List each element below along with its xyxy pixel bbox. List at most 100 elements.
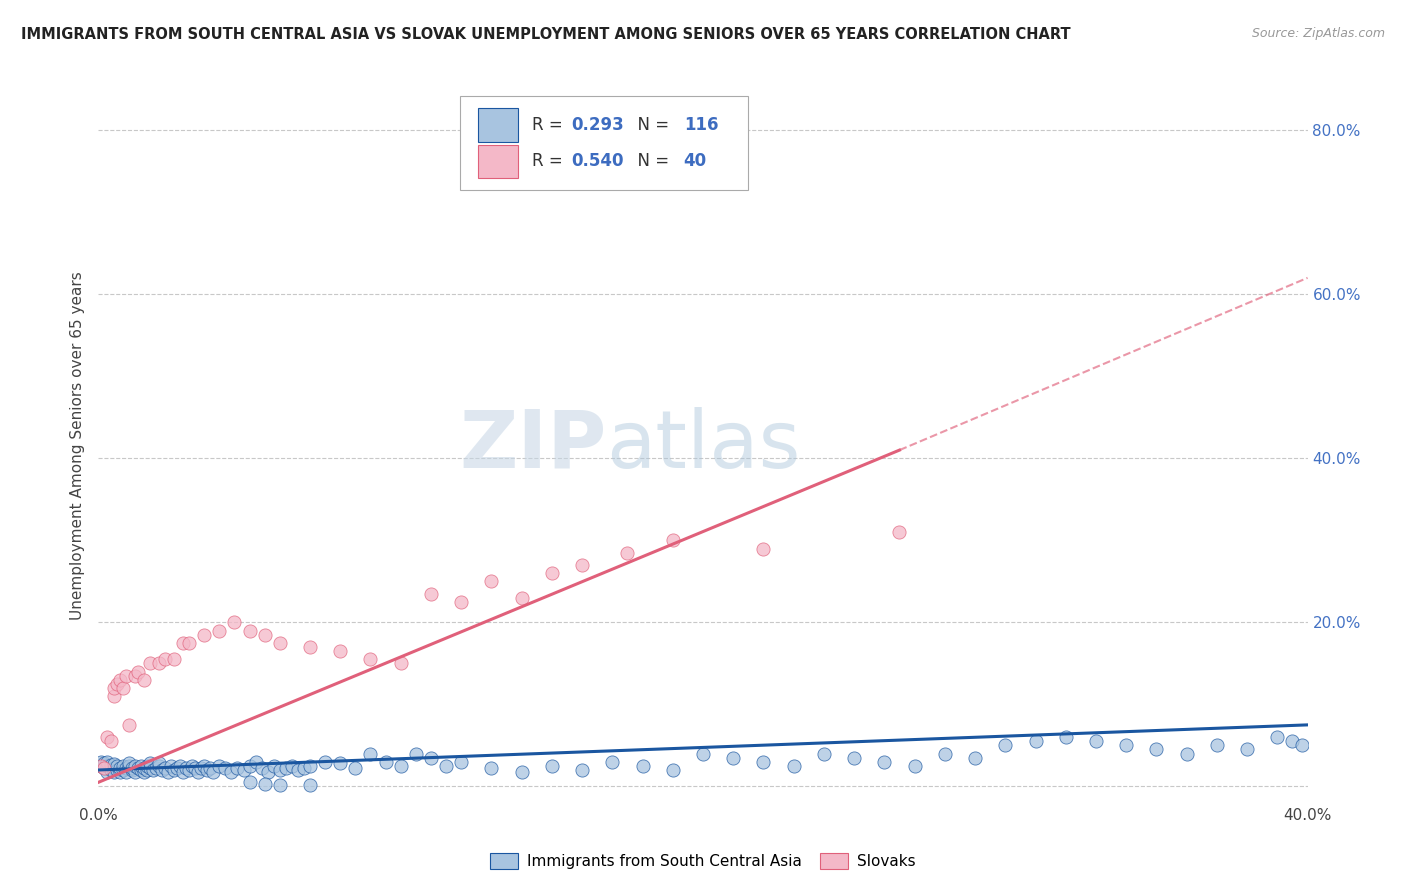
Point [153, 760, 176, 774]
Point [1085, 734, 1108, 748]
Point [253, 777, 276, 791]
Point [752, 755, 775, 769]
Point [153, 652, 176, 666]
Point [510, 764, 533, 779]
Point [299, 778, 322, 792]
Point [156, 764, 179, 779]
Text: 116: 116 [683, 116, 718, 134]
Point [200, 761, 222, 775]
Point [1281, 734, 1303, 748]
Point [292, 761, 315, 775]
Point [1236, 742, 1258, 756]
Point [661, 533, 683, 548]
Point [450, 755, 472, 769]
Point [193, 627, 215, 641]
Point [127, 761, 149, 775]
Point [783, 759, 806, 773]
Point [1267, 730, 1289, 744]
Point [124, 759, 146, 773]
Point [174, 760, 197, 774]
Point [190, 760, 212, 774]
Point [813, 747, 835, 761]
Point [100, 734, 122, 748]
Point [540, 759, 562, 773]
Text: ZIP: ZIP [458, 407, 606, 485]
Point [195, 763, 218, 777]
Point [1144, 742, 1167, 756]
Point [114, 668, 136, 682]
Point [148, 759, 170, 773]
Text: 40: 40 [683, 153, 707, 170]
Point [129, 759, 152, 773]
Point [281, 759, 304, 773]
Point [108, 673, 131, 687]
Point [420, 587, 443, 601]
Point [103, 757, 125, 772]
Point [481, 574, 503, 589]
Point [111, 759, 134, 773]
Point [263, 759, 285, 773]
Point [139, 756, 162, 771]
Point [166, 760, 188, 774]
Point [360, 747, 382, 761]
Point [250, 761, 273, 775]
Point [344, 761, 367, 775]
Point [602, 755, 624, 769]
Point [132, 760, 155, 774]
Text: Source: ZipAtlas.com: Source: ZipAtlas.com [1251, 27, 1385, 40]
Text: 0.293: 0.293 [571, 116, 624, 134]
Point [360, 652, 382, 666]
Point [118, 759, 141, 773]
Point [105, 763, 128, 777]
Text: R =: R = [531, 116, 568, 134]
Point [208, 759, 231, 773]
Point [135, 763, 157, 777]
Point [121, 760, 143, 774]
Point [105, 677, 128, 691]
Point [103, 689, 125, 703]
Point [111, 681, 134, 695]
Point [129, 763, 152, 777]
Point [616, 546, 638, 560]
Point [1024, 734, 1046, 748]
Point [172, 764, 194, 779]
Point [571, 763, 593, 777]
Point [844, 750, 866, 764]
Point [540, 566, 562, 581]
Point [256, 764, 278, 779]
Point [163, 652, 186, 666]
Point [510, 591, 533, 605]
Point [148, 657, 170, 671]
Point [221, 764, 243, 779]
Point [93, 756, 115, 771]
Point [96, 730, 118, 744]
Point [239, 775, 262, 789]
Point [163, 763, 186, 777]
Point [269, 763, 291, 777]
Point [187, 764, 209, 779]
Point [179, 636, 201, 650]
Point [1054, 730, 1077, 744]
Point [193, 759, 215, 773]
Point [114, 761, 136, 775]
Point [994, 739, 1017, 753]
Point [253, 627, 276, 641]
Point [90, 755, 112, 769]
Legend: Immigrants from South Central Asia, Slovaks: Immigrants from South Central Asia, Slov… [484, 847, 922, 875]
Point [93, 761, 115, 775]
Point [208, 624, 231, 638]
Point [93, 761, 115, 775]
Text: 0.540: 0.540 [571, 153, 624, 170]
Point [100, 763, 122, 777]
Point [873, 755, 896, 769]
Point [239, 624, 262, 638]
Point [889, 525, 911, 540]
Point [965, 750, 987, 764]
Point [692, 747, 714, 761]
Point [374, 755, 396, 769]
Point [239, 759, 262, 773]
Point [481, 761, 503, 775]
Point [100, 758, 122, 772]
Point [571, 558, 593, 572]
Point [269, 636, 291, 650]
